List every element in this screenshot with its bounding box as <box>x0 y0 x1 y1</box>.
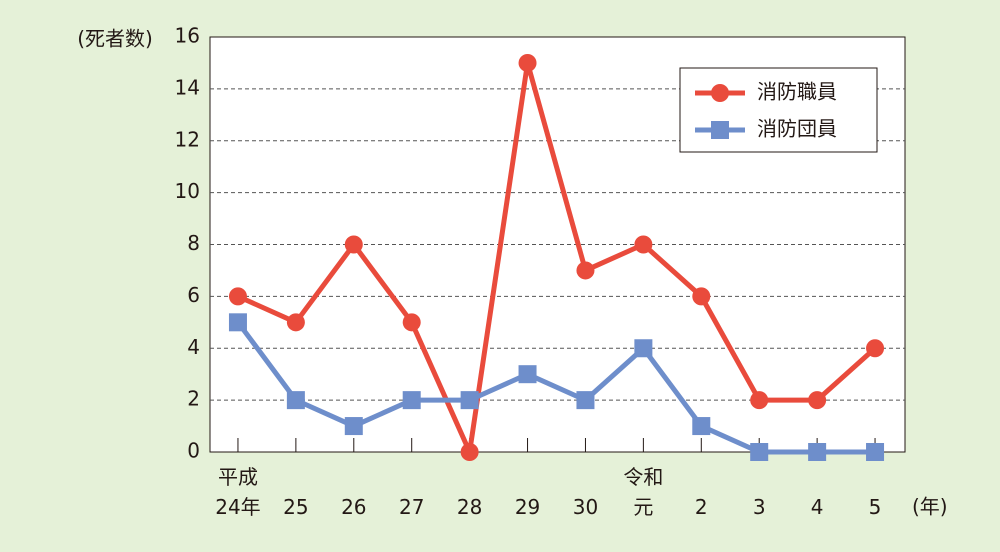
y-tick-label: 16 <box>175 24 200 48</box>
point <box>692 417 711 436</box>
point <box>808 443 827 461</box>
series-line <box>236 60 877 455</box>
point <box>576 261 595 280</box>
point <box>692 287 711 306</box>
y-axis-label: (死者数) <box>77 27 153 51</box>
y-tick-label: 0 <box>187 439 200 463</box>
point <box>634 339 653 358</box>
point <box>866 339 885 358</box>
x-tick-label: 28 <box>457 495 482 519</box>
y-tick-label: 12 <box>175 127 200 151</box>
x-tick-label: 30 <box>573 495 598 519</box>
point <box>518 53 537 72</box>
x-axis-label: (年) <box>912 495 948 519</box>
x-tick-label: 4 <box>811 495 824 519</box>
point <box>866 443 885 461</box>
point <box>228 313 247 332</box>
point <box>634 235 653 254</box>
x-tick-label: 25 <box>283 495 308 519</box>
x-tick-label: 27 <box>399 495 424 519</box>
point <box>228 287 247 306</box>
legend-label: 消防職員 <box>757 80 837 104</box>
y-tick-label: 6 <box>187 283 200 307</box>
x-tick-label: 29 <box>515 495 540 519</box>
point <box>286 313 305 332</box>
point <box>460 443 479 461</box>
point <box>711 84 729 102</box>
point <box>518 365 537 384</box>
point <box>402 391 421 410</box>
y-tick-label: 8 <box>187 231 200 255</box>
point <box>460 391 479 410</box>
y-tick-label: 10 <box>175 179 200 203</box>
point <box>344 417 363 436</box>
point <box>750 391 769 410</box>
point <box>576 391 595 410</box>
point <box>808 391 827 410</box>
point <box>711 121 729 139</box>
x-tick-label: 26 <box>341 495 366 519</box>
x-tick-label: 3 <box>753 495 766 519</box>
y-tick-label: 14 <box>175 75 200 99</box>
point <box>286 391 305 410</box>
point <box>402 313 421 332</box>
point <box>344 235 363 254</box>
x-tick-label: 令和元 <box>623 465 663 519</box>
point <box>750 443 769 461</box>
y-tick-label: 2 <box>187 387 200 411</box>
series-line <box>235 320 876 455</box>
x-tick-label: 5 <box>869 495 882 519</box>
x-tick-label: 平成 24年 <box>215 465 260 519</box>
y-tick-label: 4 <box>187 335 200 359</box>
legend-label: 消防団員 <box>757 117 837 141</box>
x-tick-label: 2 <box>695 495 708 519</box>
